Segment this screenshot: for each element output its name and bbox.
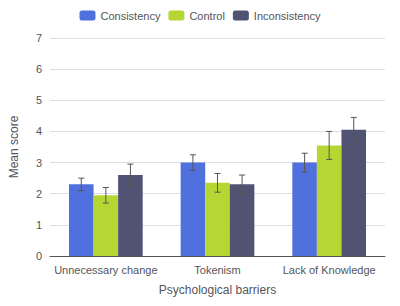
svg-text:5: 5 [36, 94, 42, 106]
svg-text:3: 3 [36, 157, 42, 169]
svg-text:4: 4 [36, 125, 42, 137]
svg-text:0: 0 [36, 250, 42, 262]
svg-text:Consistency: Consistency [100, 10, 160, 22]
svg-text:Unnecessary change: Unnecessary change [54, 264, 157, 276]
svg-text:7: 7 [36, 32, 42, 44]
svg-text:Psychological barriers: Psychological barriers [159, 283, 276, 297]
svg-text:Control: Control [189, 10, 224, 22]
svg-text:Tokenism: Tokenism [194, 264, 240, 276]
svg-text:Mean score: Mean score [7, 115, 21, 178]
svg-text:6: 6 [36, 63, 42, 75]
svg-text:Lack of Knowledge: Lack of Knowledge [283, 264, 376, 276]
svg-text:1: 1 [36, 219, 42, 231]
svg-text:Inconsistency: Inconsistency [254, 10, 321, 22]
svg-text:2: 2 [36, 188, 42, 200]
